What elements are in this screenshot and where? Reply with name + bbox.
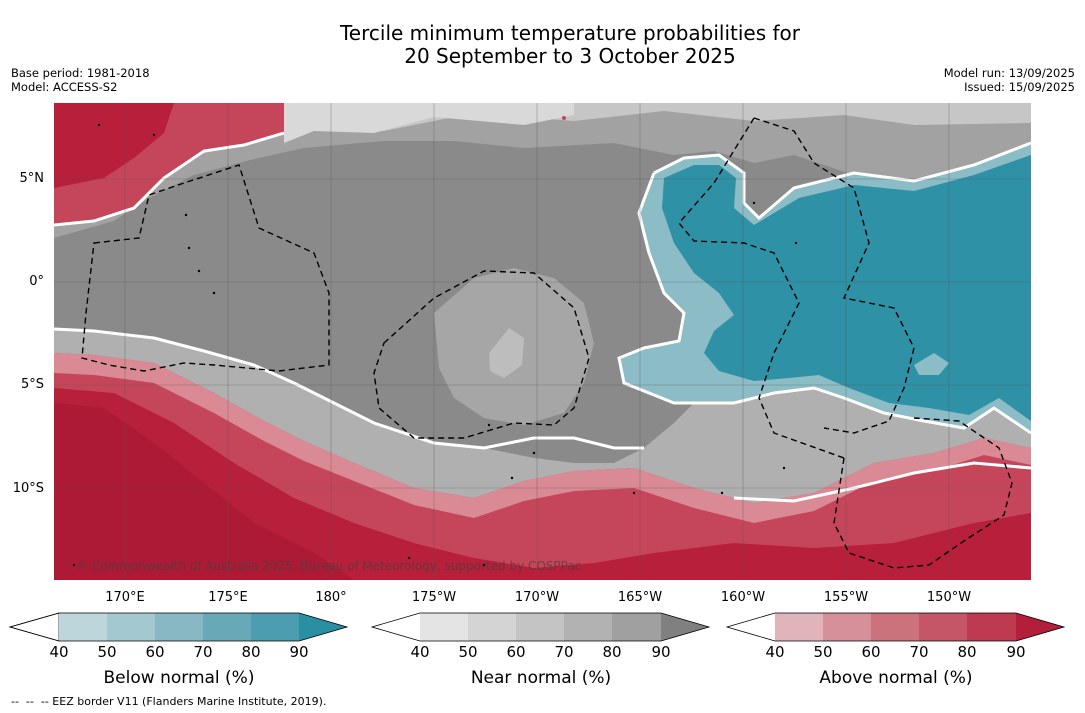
cbar-near-tick-80: 80 <box>602 643 622 661</box>
cbar-above-tick-50: 50 <box>813 643 833 661</box>
cbar-above-end-triangle <box>1016 613 1064 641</box>
base-period-text: Base period: 1981-2018 <box>11 66 150 80</box>
cbar-near-tick-90: 90 <box>651 643 671 661</box>
contour-white-north <box>54 131 285 227</box>
cbar-near-end-triangle <box>661 613 709 641</box>
colorbar-above-svg <box>725 612 1066 642</box>
lon-label-150w: 150°W <box>926 590 972 605</box>
eez-borders <box>81 117 1013 569</box>
region-teal-spot <box>914 353 949 375</box>
colorbar-below-normal <box>8 612 349 642</box>
contour-white-south-east <box>733 461 1031 503</box>
eez-footnote: -- -- -- EEZ border V11 (Flanders Marine… <box>11 695 327 708</box>
eez-kiribati-gilbert <box>81 164 330 372</box>
title-line-2: 20 September to 3 October 2025 <box>404 44 736 68</box>
cbar-above-tick-60: 60 <box>861 643 881 661</box>
chart-title: Tercile minimum temperature probabilitie… <box>0 22 1085 68</box>
region-red-nw-dark <box>54 103 174 188</box>
issued-text: Issued: 15/09/2025 <box>964 80 1075 94</box>
cbar-near-tick-60: 60 <box>506 643 526 661</box>
cbar-above-tick-40: 40 <box>765 643 785 661</box>
region-grey-lighter-top <box>284 103 574 143</box>
cbar-above-tick-90: 90 <box>1006 643 1026 661</box>
lon-label-165w: 165°W <box>617 590 663 605</box>
lon-label-160w: 160°W <box>720 590 766 605</box>
cbar-below-end-triangle <box>299 613 347 641</box>
cbar-above-label: Above normal (%) <box>819 668 973 688</box>
cbar-below-seg-2 <box>107 613 155 641</box>
colorbar-below-svg <box>8 612 349 642</box>
cbar-below-tick-90: 90 <box>289 643 309 661</box>
region-teal-dark <box>662 155 1031 421</box>
cbar-above-seg-4 <box>919 613 967 641</box>
cbar-near-tick-50: 50 <box>458 643 478 661</box>
lon-label-180: 180° <box>315 590 347 605</box>
cbar-near-start-triangle <box>372 613 420 641</box>
cbar-near-tick-40: 40 <box>410 643 430 661</box>
cbar-above-start-triangle <box>727 613 775 641</box>
cbar-below-tick-80: 80 <box>241 643 261 661</box>
probability-map <box>54 103 1031 580</box>
colorbar-near-svg <box>370 612 711 642</box>
cbar-above-seg-1 <box>775 613 823 641</box>
lon-label-175e: 175°E <box>208 590 248 605</box>
cbar-above-seg-3 <box>871 613 919 641</box>
cbar-below-seg-1 <box>59 613 107 641</box>
cbar-below-seg-3 <box>155 613 203 641</box>
cbar-near-seg-5 <box>612 613 661 641</box>
region-red-dark-west <box>54 403 354 580</box>
cbar-near-tick-70: 70 <box>554 643 574 661</box>
cbar-above-seg-5 <box>967 613 1016 641</box>
cbar-below-tick-40: 40 <box>49 643 69 661</box>
cbar-near-seg-1 <box>420 613 468 641</box>
lon-label-170w: 170°W <box>514 590 560 605</box>
cbar-below-label: Below normal (%) <box>103 668 255 688</box>
cbar-below-start-triangle <box>8 612 60 642</box>
lon-label-175w: 175°W <box>411 590 457 605</box>
cbar-below-seg-5 <box>251 613 299 641</box>
cbar-above-tick-80: 80 <box>957 643 977 661</box>
model-run-text: Model run: 13/09/2025 <box>943 66 1075 80</box>
copyright-text: © Commonwealth of Australia 2025, Bureau… <box>76 559 582 573</box>
meta-right: Model run: 13/09/2025 Issued: 15/09/2025 <box>944 66 1075 94</box>
cbar-near-seg-3 <box>516 613 564 641</box>
islands <box>72 116 798 567</box>
cbar-above-tick-70: 70 <box>909 643 929 661</box>
cbar-below-seg-4 <box>203 613 251 641</box>
eez-kiribati-line <box>753 117 915 434</box>
lat-label-5s: 5°S <box>20 377 44 392</box>
colorbar-near-normal <box>370 612 711 642</box>
cbar-near-seg-4 <box>564 613 612 641</box>
cbar-above-seg-2 <box>823 613 871 641</box>
lat-label-5n: 5°N <box>19 171 45 186</box>
cbar-below-tick-50: 50 <box>97 643 117 661</box>
cbar-near-seg-2 <box>468 613 516 641</box>
meta-left: Base period: 1981-2018 Model: ACCESS-S2 <box>11 66 150 94</box>
contour-white-south <box>54 327 644 450</box>
lon-label-170e: 170°E <box>105 590 145 605</box>
lat-label-0: 0° <box>29 274 44 289</box>
region-grey-south <box>54 253 1031 503</box>
lon-label-155w: 155°W <box>823 590 869 605</box>
colorbar-above-normal <box>725 612 1066 642</box>
eez-line-west <box>678 117 845 459</box>
eez-south-east <box>833 417 1013 569</box>
cbar-near-label: Near normal (%) <box>470 668 612 688</box>
map-svg <box>54 103 1031 580</box>
eez-kiribati-phoenix <box>373 270 590 439</box>
cbar-below-tick-60: 60 <box>145 643 165 661</box>
map-gridlines <box>54 103 1031 580</box>
contour-white-teal <box>617 141 1031 435</box>
cbar-below-tick-70: 70 <box>193 643 213 661</box>
region-red-dark <box>54 388 1031 580</box>
region-grey-light-blob <box>489 328 524 378</box>
model-text: Model: ACCESS-S2 <box>11 80 118 94</box>
lat-label-10s: 10°S <box>12 481 44 496</box>
title-line-1: Tercile minimum temperature probabilitie… <box>339 21 801 45</box>
